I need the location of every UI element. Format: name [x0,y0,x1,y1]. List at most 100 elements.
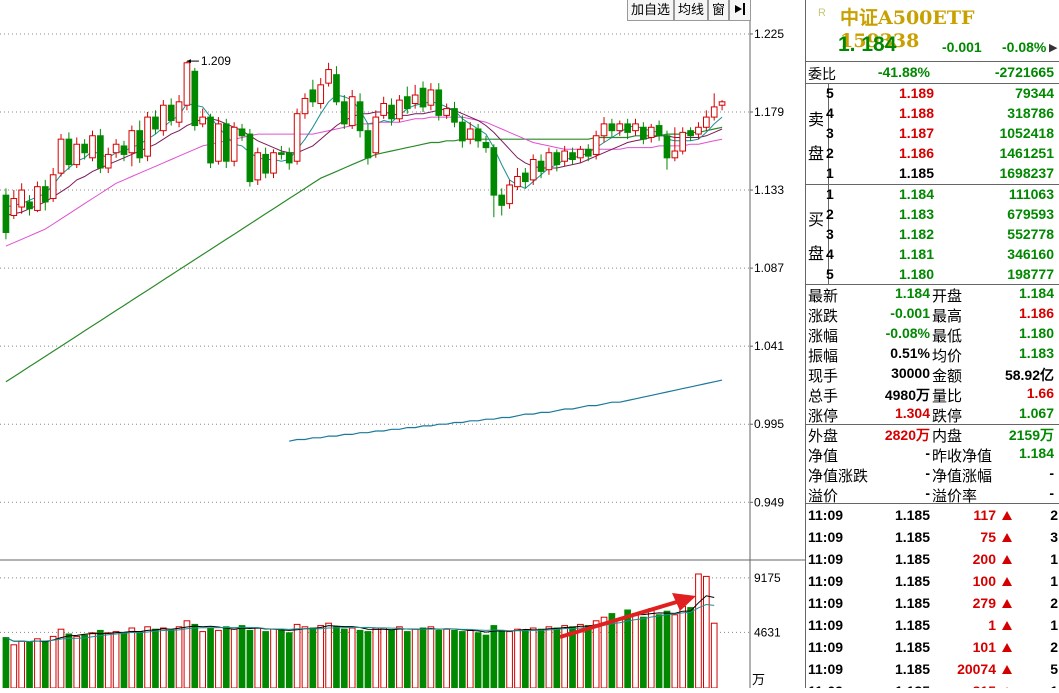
ask-level-row[interactable]: 5 1.189 79344 [806,84,1059,104]
volume-bar [435,629,443,689]
volume-bar [616,617,624,689]
bid-level-row[interactable]: 5 1.180 198777 [806,265,1059,285]
ask-level-row[interactable]: 1 1.185 1698237 [806,164,1059,184]
kline-chart-area[interactable]: 1.225 1.179 1.133 1.087 1.041 0.995 0.949 9175 4… [0,0,805,689]
candle-body [325,69,332,84]
level-number: 3 [826,125,834,141]
stat-row: 溢价 - 溢价率 - [806,484,1059,505]
volume-bar [222,626,230,689]
tick-price: 1.185 [894,529,930,545]
tick-price: 1.185 [894,639,930,655]
stat-row: 现手 30000 金额 58.92亿 [806,364,1059,385]
bid-level-row[interactable]: 1 1.184 111063 [806,185,1059,205]
candle-body [222,123,230,162]
stat-label: 涨幅 [808,328,839,345]
stat-value: - [1049,465,1054,481]
up-arrow-icon [1002,555,1012,564]
candle-body [104,153,112,169]
candle-body [333,74,340,103]
level-volume: 198777 [1007,266,1054,282]
tick-count: 2 [1050,507,1058,523]
candle-body [278,152,285,155]
volume-bar [278,629,285,689]
candle-body [348,96,356,127]
ask-level-row[interactable]: 4 1.188 318786 [806,104,1059,124]
candle-body [230,126,238,162]
volume-bar [553,627,561,689]
moving-average-button[interactable]: 均线 [673,0,708,21]
level-number: 2 [826,145,834,161]
volume-bar [340,628,348,689]
volume-bar [545,626,553,689]
candle-body [65,138,73,166]
volume-bar [325,622,332,689]
candle-body [498,194,506,206]
level-number: 3 [826,226,834,242]
window-button[interactable]: 窗 [707,0,729,21]
ask-level-row[interactable]: 2 1.186 1461251 [806,144,1059,164]
candle-body [144,116,151,157]
price-tick-label: 1.087 [754,261,784,275]
candle-body [128,130,136,154]
volume-bar [403,631,411,689]
ask-level-row[interactable]: 3 1.187 1052418 [806,124,1059,144]
stat-label: 溢价率 [932,488,978,505]
candle-body [569,152,576,161]
candle-body [136,130,144,159]
volume-bar [592,620,600,689]
expand-right-icon[interactable] [729,0,751,21]
volume-bar [348,627,356,689]
tick-price: 1.185 [894,661,930,677]
tick-row: 11:09 1.185 20074 5 [806,658,1059,680]
volume-bar [136,631,144,689]
candle-body [10,198,18,217]
scroll-right-icon[interactable]: ▶ [1049,42,1058,54]
last-price: 1. 184 [838,33,897,56]
stat-value: 0.51% [890,345,930,361]
stat-row: 外盘 2820万 内盘 2159万 [806,424,1059,445]
candle-body [537,160,545,172]
stat-label: 跌停 [932,408,963,425]
volume-bar [506,631,513,689]
volume-tick-label: 4631 [754,625,781,639]
volume-bar [199,631,207,689]
up-arrow-icon [1002,621,1012,630]
tick-count: 1 [1050,617,1058,633]
trend-arrow-head [672,593,696,611]
volume-bar [443,628,450,689]
candle-body [608,123,616,132]
bid-level-row[interactable]: 2 1.183 679593 [806,205,1059,225]
stat-label: 金额 [932,368,963,385]
add-favorite-button[interactable]: 加自选 [626,0,674,21]
ma10-line [5,108,723,216]
volume-bar [309,627,317,689]
tick-volume: 101 [972,639,996,655]
stat-value: 1.186 [1018,305,1054,321]
stat-label: 净值涨跌 [808,468,869,485]
volume-bar [293,623,301,689]
stat-label: 昨收净值 [932,448,993,465]
volume-bar [49,635,57,689]
tick-list[interactable]: 11:09 1.185 117 2 11:09 1.185 75 3 11:09 1.185 200… [806,504,1059,688]
volume-bar [89,632,96,689]
candle-body [159,104,167,132]
stat-value: 4980万 [884,387,930,403]
kline-chart[interactable]: 1.225 1.179 1.133 1.087 1.041 0.995 0.949 9175 4… [0,0,805,689]
volume-bar [10,644,18,689]
stat-value: 2159万 [1008,427,1054,443]
bid-level-row[interactable]: 3 1.182 552778 [806,225,1059,245]
price-tick-label: 1.179 [754,105,784,119]
stat-value: 1.184 [894,285,930,301]
stat-value: 1.66 [1026,385,1054,401]
tick-row: 11:09 1.185 101 2 [806,636,1059,658]
bid-level-row[interactable]: 4 1.181 346160 [806,245,1059,265]
security-title[interactable]: 中证A500ETF 159338 [840,7,975,52]
tick-price: 1.185 [894,573,930,589]
stat-label: 溢价 [808,488,839,505]
volume-bar [34,638,41,689]
candle-body [34,186,41,211]
stat-value: 30000 [891,365,930,381]
candle-body [592,135,600,155]
candle-body [702,116,710,128]
up-arrow-icon [1002,643,1012,652]
